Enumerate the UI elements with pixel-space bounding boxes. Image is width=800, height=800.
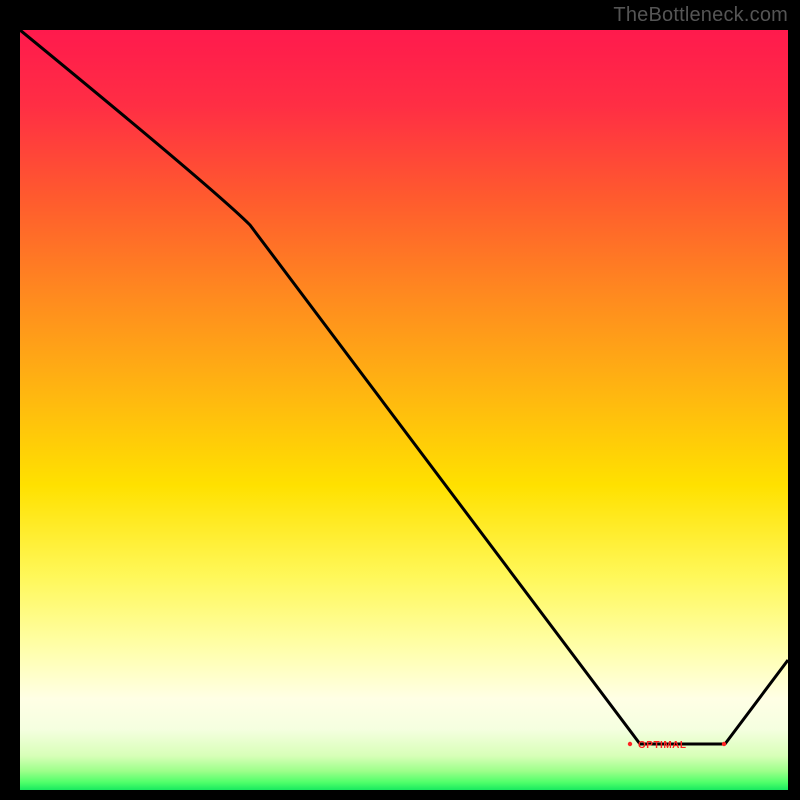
watermark-text: TheBottleneck.com [613,4,788,27]
curve-path [20,30,788,744]
optimal-marker-dot [628,742,632,746]
optimal-marker-dot [722,742,726,746]
chart-stage: TheBottleneck.com OPTIMAL [0,0,800,800]
optimal-label: OPTIMAL [638,740,687,751]
plot-area: OPTIMAL [20,30,788,790]
bottleneck-curve [20,30,788,790]
